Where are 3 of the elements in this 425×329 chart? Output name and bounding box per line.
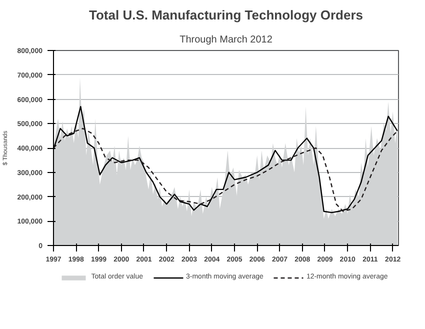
line-series (54, 128, 398, 212)
chart-title: Total U.S. Manufacturing Technology Orders (89, 8, 363, 22)
chart-subtitle: Through March 2012 (180, 34, 273, 46)
